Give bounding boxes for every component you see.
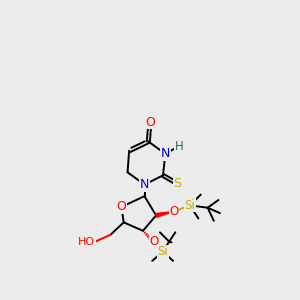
Text: S: S	[174, 177, 182, 190]
Text: N: N	[140, 178, 149, 191]
Text: O: O	[149, 235, 158, 248]
Text: O: O	[169, 205, 178, 218]
Text: Si: Si	[184, 199, 195, 212]
Polygon shape	[156, 212, 174, 217]
Text: HO: HO	[78, 237, 95, 247]
Text: N: N	[160, 147, 170, 160]
Text: O: O	[116, 200, 126, 213]
Text: O: O	[145, 116, 155, 129]
Text: H: H	[175, 140, 184, 153]
Text: Si: Si	[158, 245, 168, 258]
